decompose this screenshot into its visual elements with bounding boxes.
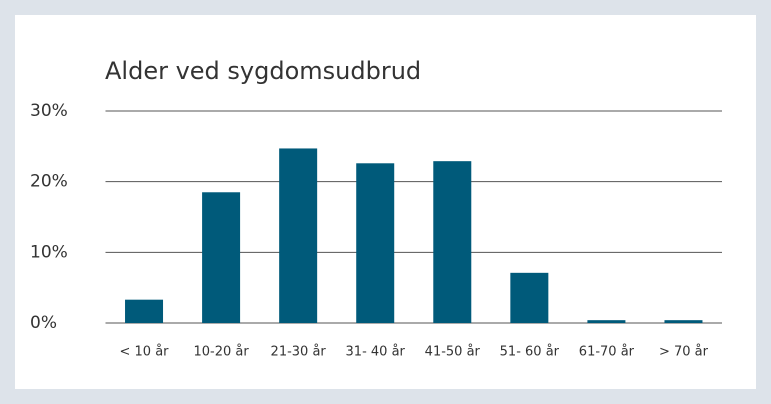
x-tick-label: 61-70 år xyxy=(579,345,635,360)
bar xyxy=(510,272,549,323)
y-tick-label: 10% xyxy=(30,242,68,262)
y-tick-label: 20% xyxy=(30,172,68,192)
x-tick-label: < 10 år xyxy=(120,345,170,360)
x-tick-label: 41-50 år xyxy=(425,345,481,360)
y-tick-label: 0% xyxy=(30,313,57,333)
chart-title: Alder ved sygdomsudbrud xyxy=(105,57,421,85)
x-tick-label: 31- 40 år xyxy=(346,345,406,360)
bar xyxy=(664,320,703,323)
bar xyxy=(356,163,395,323)
bar xyxy=(125,299,164,323)
bar xyxy=(279,148,318,323)
bar xyxy=(587,320,626,323)
x-tick-label: > 70 år xyxy=(659,345,709,360)
y-tick-label: 30% xyxy=(30,101,68,121)
x-tick-label: 21-30 år xyxy=(271,345,327,360)
x-tick-label: 51- 60 år xyxy=(500,345,560,360)
bar xyxy=(202,192,241,323)
x-tick-label: 10-20 år xyxy=(193,345,249,360)
bar xyxy=(433,161,472,323)
